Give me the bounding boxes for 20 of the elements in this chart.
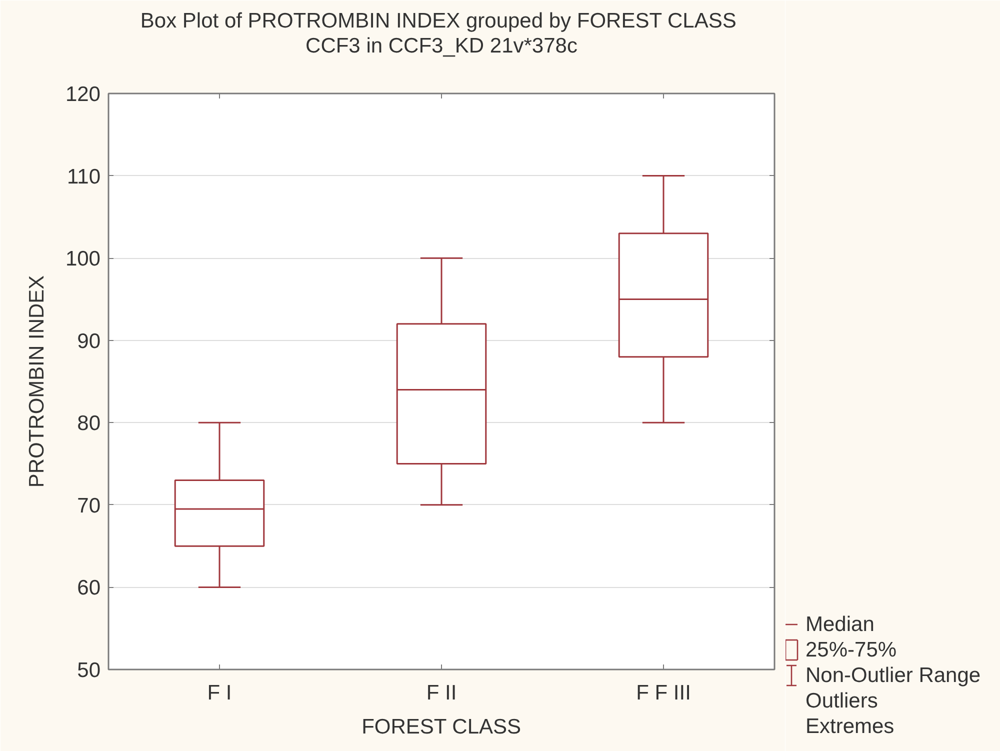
y-tick-label: 120 [65, 83, 101, 106]
chart-subtitle: CCF3 in CCF3_KD 21v*378c [306, 34, 578, 58]
y-tick-label: 80 [77, 412, 100, 436]
x-tick-label: F II [426, 682, 457, 704]
y-tick-label: 50 [77, 659, 100, 682]
y-tick-label: 70 [77, 494, 100, 518]
x-tick-label: F I [207, 682, 232, 704]
y-tick-label: 110 [67, 165, 101, 188]
chart-title: Box Plot of PROTROMBIN INDEX grouped by FOREST CLASS [140, 10, 736, 32]
text: Extremes [806, 715, 894, 738]
text: Median [806, 613, 874, 636]
y-tick-label: 60 [77, 576, 100, 600]
x-tick-label: F F III [636, 682, 691, 704]
text: Non-Outlier Range [806, 664, 981, 687]
y-tick-label: 90 [77, 330, 100, 353]
x-axis-title: FOREST CLASS [362, 716, 522, 738]
text: Outliers [806, 690, 878, 712]
text: 25%-75% [806, 638, 897, 662]
y-axis-title: PROTROMBIN INDEX [25, 275, 48, 488]
y-tick-label: 100 [65, 248, 101, 271]
